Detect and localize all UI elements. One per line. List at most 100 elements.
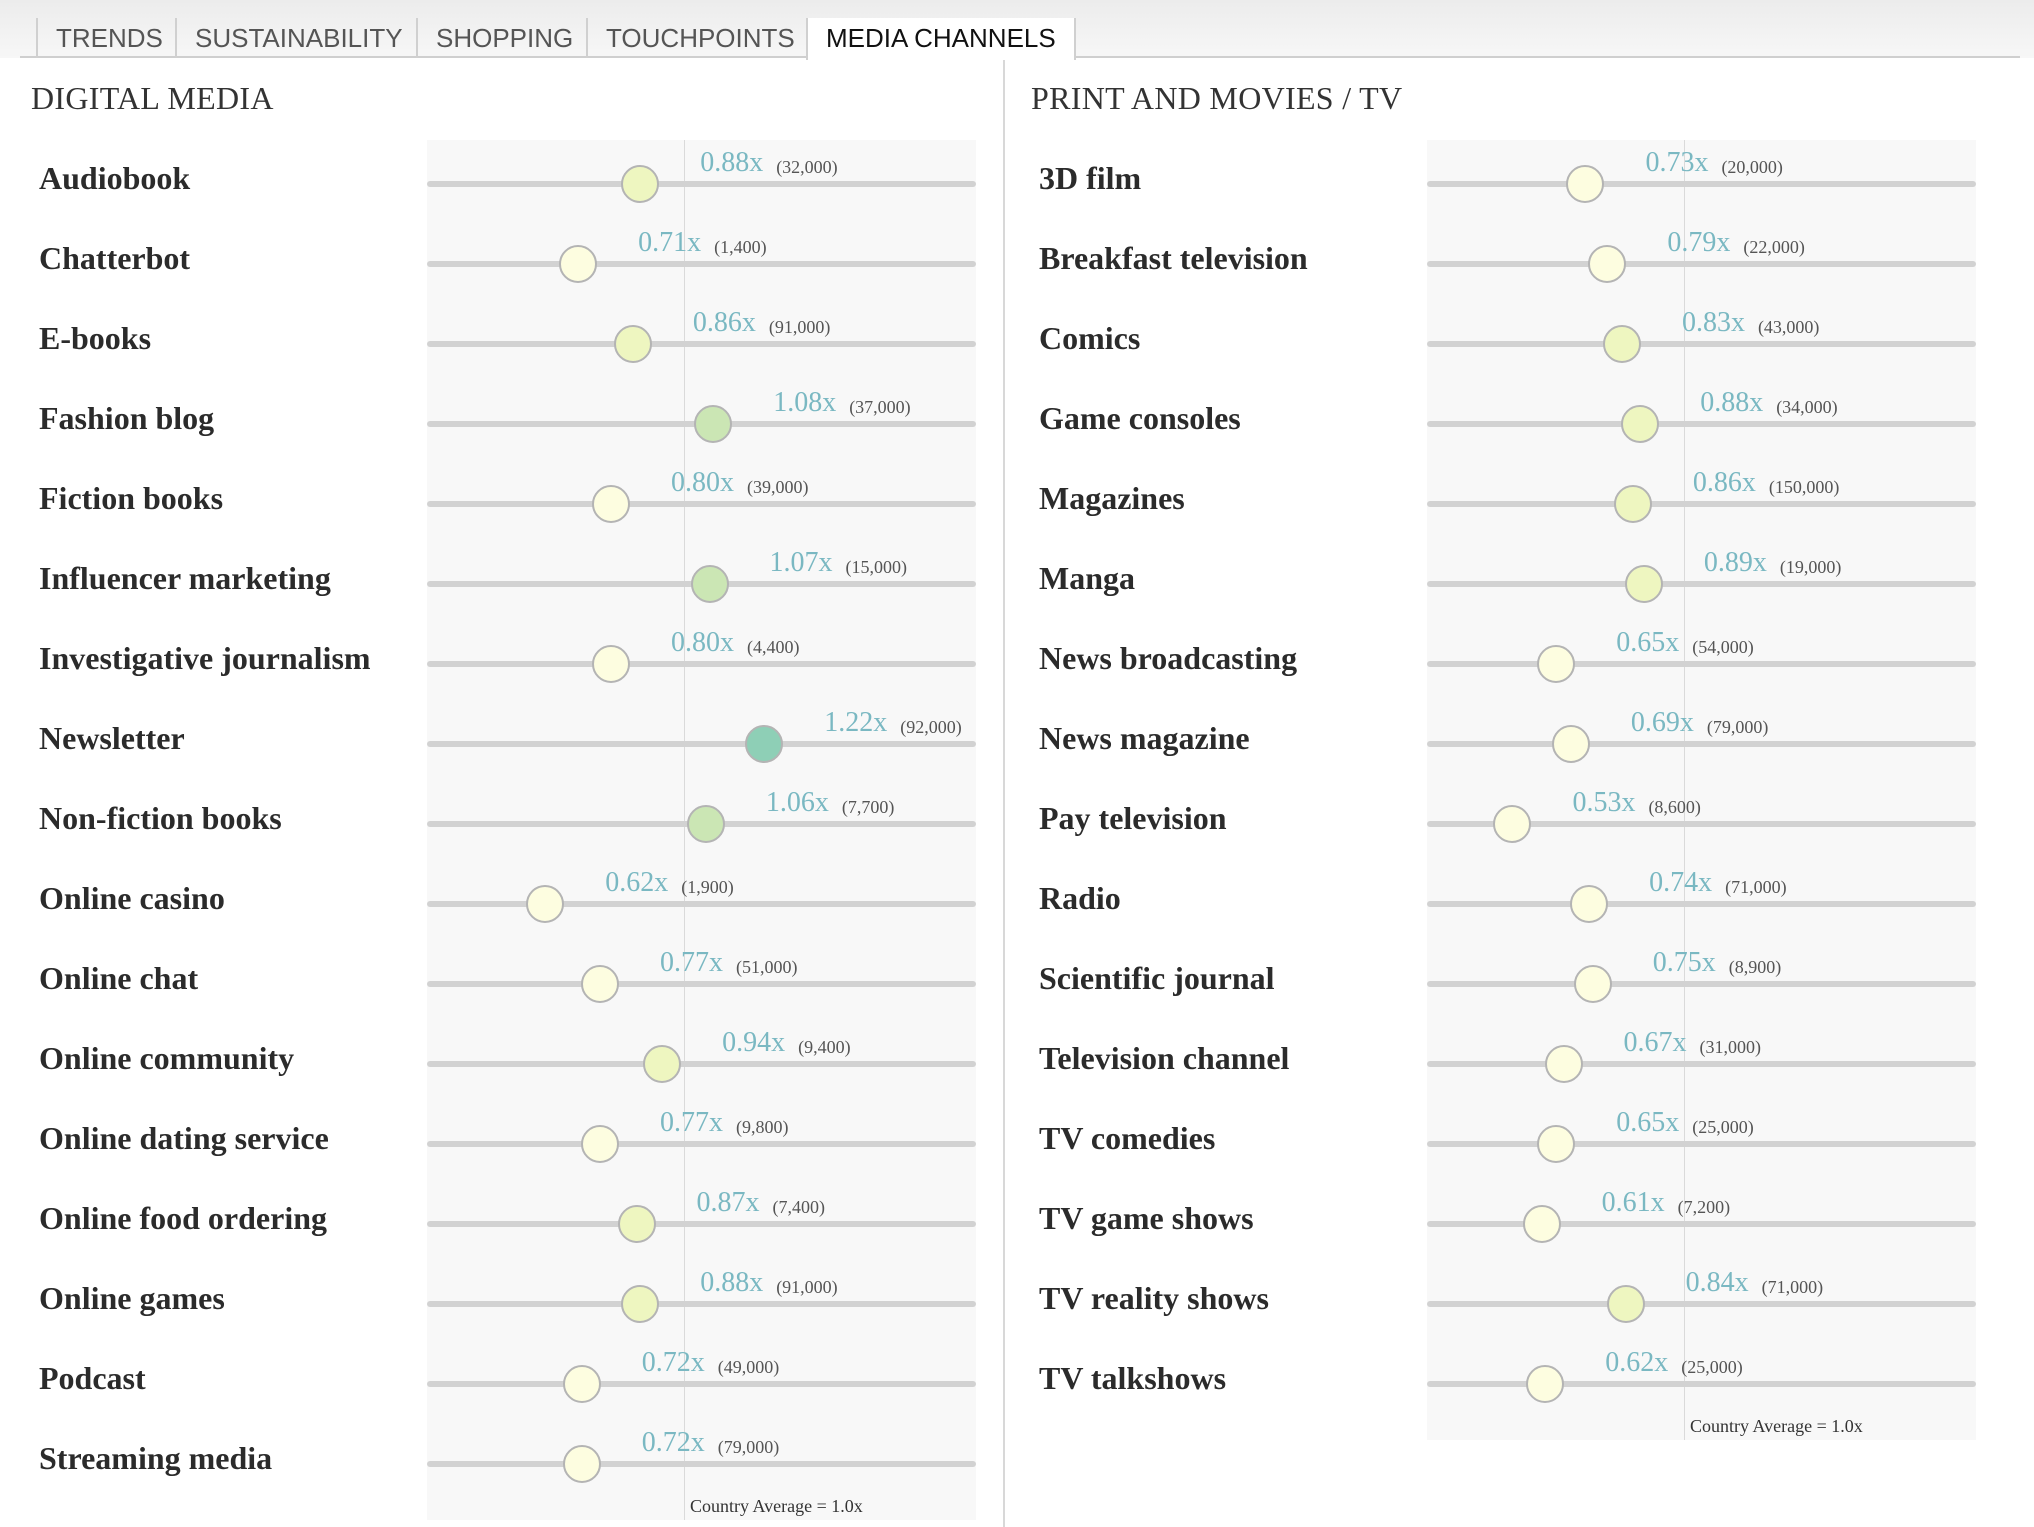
index-marker-podcast[interactable] xyxy=(562,1365,601,1403)
index-marker-game-consoles[interactable] xyxy=(1621,405,1660,443)
respondent-count: (49,000) xyxy=(717,1357,780,1377)
tab-shopping[interactable]: SHOPPING xyxy=(416,18,573,58)
respondent-count: (4,400) xyxy=(747,637,800,657)
index-marker-chatterbot[interactable] xyxy=(559,245,598,283)
respondent-count: (91,000) xyxy=(776,1277,838,1297)
slider-track xyxy=(1427,901,1976,907)
index-marker-tv-game-shows[interactable] xyxy=(1522,1205,1561,1243)
slider-track xyxy=(427,1301,976,1307)
index-marker-fiction-books[interactable] xyxy=(592,485,630,523)
row-label-manga: Manga xyxy=(1039,560,1135,596)
row-label-news-broadcasting: News broadcasting xyxy=(1039,640,1298,676)
index-marker-online-food-ordering[interactable] xyxy=(617,1205,656,1243)
slider-track xyxy=(1427,501,1976,507)
row-label-magazines: Magazines xyxy=(1039,480,1185,516)
row-label-radio: Radio xyxy=(1039,880,1121,916)
index-marker-tv-talkshows[interactable] xyxy=(1526,1365,1565,1403)
slider-track xyxy=(1427,821,1976,827)
multiplier-value: 0.89x xyxy=(1703,547,1767,578)
index-marker-non-fiction-books[interactable] xyxy=(686,805,725,843)
country-average-line xyxy=(684,140,685,1520)
index-marker-investigative-journalism[interactable] xyxy=(592,645,630,683)
multiplier-value: 0.77x xyxy=(660,947,724,978)
row-label-tv-reality-shows: TV reality shows xyxy=(1039,1280,1269,1316)
country-average-caption: Country Average = 1.0x xyxy=(1690,1416,1863,1436)
index-marker-breakfast-television[interactable] xyxy=(1588,245,1627,283)
multiplier-value: 0.71x xyxy=(638,227,702,258)
multiplier-value: 0.88x xyxy=(1700,387,1764,418)
respondent-count: (7,200) xyxy=(1677,1197,1731,1217)
multiplier-value: 0.65x xyxy=(1616,1107,1680,1138)
index-marker-online-games[interactable] xyxy=(621,1285,660,1323)
multiplier-value: 0.73x xyxy=(1645,147,1709,178)
respondent-count: (31,000) xyxy=(1699,1037,1762,1057)
slider-track xyxy=(1427,1301,1976,1307)
multiplier-value: 1.06x xyxy=(765,787,829,818)
multiplier-value: 0.80x xyxy=(671,627,734,658)
index-marker-e-books[interactable] xyxy=(613,325,652,363)
index-marker-manga[interactable] xyxy=(1624,565,1663,603)
respondent-count: (32,000) xyxy=(776,157,838,177)
index-marker-news-broadcasting[interactable] xyxy=(1537,645,1576,683)
index-marker-television-channel[interactable] xyxy=(1544,1045,1583,1083)
index-marker-tv-reality-shows[interactable] xyxy=(1606,1285,1645,1323)
index-marker-streaming-media[interactable] xyxy=(562,1445,601,1483)
slider-track xyxy=(427,261,976,267)
multiplier-value: 0.74x xyxy=(1649,867,1713,898)
index-marker-online-chat[interactable] xyxy=(581,965,620,1003)
index-marker-magazines[interactable] xyxy=(1613,485,1652,523)
tab-touchpoints[interactable]: TOUCHPOINTS xyxy=(586,18,795,58)
slider-track xyxy=(427,501,976,507)
slider-track xyxy=(427,981,976,987)
index-marker-comics[interactable] xyxy=(1602,325,1641,363)
index-marker-online-dating-service[interactable] xyxy=(581,1125,620,1163)
respondent-count: (1,900) xyxy=(681,877,734,897)
multiplier-value: 0.69x xyxy=(1630,707,1694,738)
row-label-online-games: Online games xyxy=(39,1280,225,1316)
slider-track xyxy=(427,1221,976,1227)
multiplier-value: 0.86x xyxy=(1692,467,1756,498)
country-average-line xyxy=(1684,140,1685,1440)
index-marker-3d-film[interactable] xyxy=(1566,165,1605,203)
multiplier-value: 0.62x xyxy=(605,867,669,898)
tab-sustainability[interactable]: SUSTAINABILITY xyxy=(175,18,403,58)
country-average-caption: Country Average = 1.0x xyxy=(690,1496,863,1516)
index-marker-online-community[interactable] xyxy=(643,1045,682,1083)
respondent-count: (1,400) xyxy=(714,237,767,257)
multiplier-value: 0.72x xyxy=(641,1427,705,1458)
tab-trends[interactable]: TRENDS xyxy=(36,18,163,58)
slider-track xyxy=(427,1381,976,1387)
slider-track xyxy=(1427,1061,1976,1067)
print-and-movies-title: PRINT AND MOVIES / TV xyxy=(1031,80,1403,116)
index-marker-audiobook[interactable] xyxy=(621,165,660,203)
slider-track xyxy=(1427,1381,1976,1387)
respondent-count: (20,000) xyxy=(1721,157,1783,177)
index-marker-online-casino[interactable] xyxy=(526,885,565,923)
respondent-count: (34,000) xyxy=(1776,397,1838,417)
slider-track xyxy=(1427,421,1976,427)
multiplier-value: 0.88x xyxy=(700,1267,764,1298)
index-marker-fashion-blog[interactable] xyxy=(694,405,733,443)
index-marker-pay-television[interactable] xyxy=(1493,805,1532,843)
index-marker-scientific-journal[interactable] xyxy=(1573,965,1612,1003)
multiplier-value: 0.83x xyxy=(1681,307,1745,338)
row-label-comics: Comics xyxy=(1039,320,1141,356)
index-marker-radio[interactable] xyxy=(1570,885,1609,923)
row-label-game-consoles: Game consoles xyxy=(1039,400,1241,436)
respondent-count: (51,000) xyxy=(736,957,798,977)
index-marker-influencer-marketing[interactable] xyxy=(690,565,729,603)
tab-media-channels[interactable]: MEDIA CHANNELS xyxy=(806,18,1076,60)
row-label-tv-game-shows: TV game shows xyxy=(1039,1200,1254,1236)
index-marker-newsletter[interactable] xyxy=(745,725,784,763)
index-marker-tv-comedies[interactable] xyxy=(1537,1125,1576,1163)
row-label-news-magazine: News magazine xyxy=(1039,720,1250,756)
row-label-online-community: Online community xyxy=(39,1040,295,1076)
row-label-online-casino: Online casino xyxy=(39,880,225,916)
slider-track xyxy=(427,181,976,187)
respondent-count: (8,900) xyxy=(1728,957,1782,977)
respondent-count: (91,000) xyxy=(768,317,831,337)
index-marker-news-magazine[interactable] xyxy=(1551,725,1590,763)
multiplier-value: 0.80x xyxy=(671,467,734,498)
slider-track xyxy=(427,741,976,747)
respondent-count: (15,000) xyxy=(845,557,908,577)
